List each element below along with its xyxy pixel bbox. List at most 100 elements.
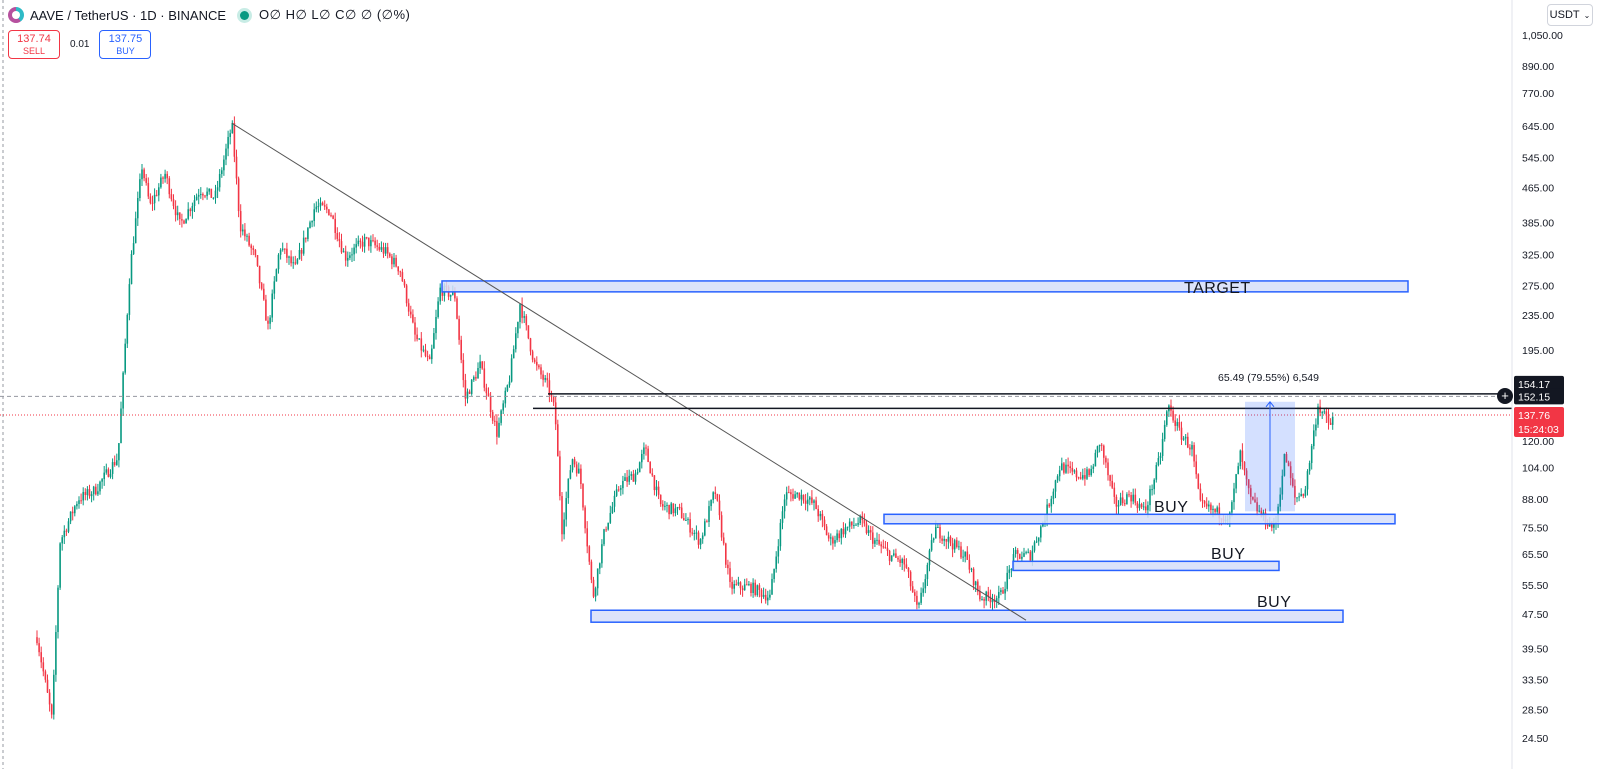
- candle-body: [1019, 553, 1021, 559]
- candle-body: [945, 538, 948, 542]
- candle-body: [460, 339, 462, 360]
- candle-body: [1042, 522, 1044, 527]
- candle-body: [569, 470, 572, 479]
- candle-body: [263, 288, 265, 300]
- candle-body: [859, 516, 861, 524]
- candle-body: [914, 592, 916, 596]
- candle-body: [418, 338, 420, 340]
- candle-body: [502, 403, 504, 411]
- candle-body: [256, 255, 259, 266]
- candle-body: [1302, 493, 1305, 496]
- candle-body: [265, 299, 267, 321]
- candle-body: [926, 564, 929, 580]
- candle-body: [647, 448, 649, 462]
- currency-select[interactable]: USDT ⌄: [1547, 4, 1593, 26]
- candle-body: [592, 579, 595, 597]
- candle-body: [489, 396, 492, 413]
- candle-body: [454, 291, 456, 299]
- candle-body: [1069, 466, 1071, 468]
- candle-body: [678, 507, 681, 509]
- candle-body: [1121, 497, 1124, 504]
- candle-body: [208, 188, 210, 192]
- candle-body: [38, 643, 40, 653]
- candle-body: [1166, 411, 1168, 425]
- candle-body: [1138, 504, 1141, 509]
- candle-body: [130, 253, 133, 285]
- candle-body: [557, 424, 559, 457]
- candle-body: [1306, 471, 1309, 490]
- candle-body: [97, 491, 99, 495]
- candle-body: [972, 568, 975, 586]
- candle-body: [61, 537, 63, 544]
- trade-panel: 137.74 SELL 0.01 137.75 BUY: [8, 30, 152, 59]
- candle-body: [1151, 489, 1153, 491]
- candle-body: [355, 244, 357, 248]
- candle-body: [1157, 458, 1160, 466]
- candle-body: [137, 198, 139, 219]
- candle-body: [1147, 505, 1149, 511]
- candle-body: [319, 202, 322, 207]
- candle-body: [1027, 551, 1029, 553]
- candle-body: [1010, 569, 1013, 571]
- candle-body: [668, 504, 670, 515]
- candle-body: [1329, 422, 1332, 425]
- candle-body: [1296, 497, 1298, 499]
- candle-body: [302, 237, 305, 254]
- candle-body: [924, 579, 927, 589]
- candle-body: [183, 220, 185, 224]
- candle-body: [928, 550, 931, 565]
- candle-body: [876, 539, 878, 541]
- candle-body: [1191, 445, 1193, 450]
- add-alert-icon[interactable]: +: [1497, 388, 1513, 404]
- market-status-icon[interactable]: [240, 10, 250, 20]
- candle-body: [792, 494, 794, 499]
- buy-button[interactable]: 137.75 BUY: [99, 30, 152, 59]
- candle-body: [296, 259, 299, 264]
- candle-body: [101, 479, 103, 482]
- candle-body: [1098, 444, 1101, 447]
- y-tick-label: 325.00: [1522, 249, 1554, 261]
- candle-body: [823, 519, 826, 527]
- candle-body: [804, 500, 807, 504]
- symbol-title[interactable]: AAVE / TetherUS · 1D · BINANCE: [30, 7, 227, 23]
- candle-body: [1294, 485, 1296, 498]
- candle-body: [378, 246, 381, 250]
- price-tag-top-bg: [1514, 375, 1564, 392]
- candle-body: [882, 546, 885, 548]
- candle-body: [1182, 438, 1185, 440]
- candle-body: [953, 540, 956, 550]
- candle-body: [817, 508, 819, 517]
- candle-body: [937, 526, 939, 528]
- sell-button[interactable]: 137.74 SELL: [8, 30, 60, 59]
- candle-body: [512, 349, 515, 359]
- candle-body: [601, 544, 603, 564]
- candle-body: [886, 548, 889, 551]
- candle-body: [1319, 406, 1321, 413]
- candle-body: [525, 316, 528, 326]
- candle-body: [1153, 479, 1155, 490]
- candle-body: [1071, 467, 1074, 472]
- candle-body: [1187, 436, 1189, 448]
- candle-body: [680, 507, 683, 519]
- candle-body: [229, 133, 231, 137]
- candle-body: [200, 193, 202, 195]
- candle-body: [235, 156, 238, 179]
- drawing-overlays: [0, 122, 1512, 623]
- candle-body: [191, 206, 194, 212]
- candle-body: [1315, 424, 1317, 431]
- candle-body: [500, 410, 502, 423]
- candle-body: [1331, 416, 1334, 425]
- buy-price: 137.75: [108, 32, 143, 45]
- candle-body: [1308, 463, 1311, 472]
- candle-body: [496, 421, 498, 437]
- candle-body: [615, 489, 618, 496]
- candle-body: [462, 359, 465, 381]
- buy-zone-label-1: BUY: [1154, 499, 1189, 516]
- candle-body: [290, 256, 292, 264]
- candle-body: [416, 334, 418, 340]
- candle-body: [59, 543, 61, 588]
- candle-body: [397, 266, 399, 272]
- candle-body: [559, 456, 561, 497]
- candle-body: [145, 178, 147, 183]
